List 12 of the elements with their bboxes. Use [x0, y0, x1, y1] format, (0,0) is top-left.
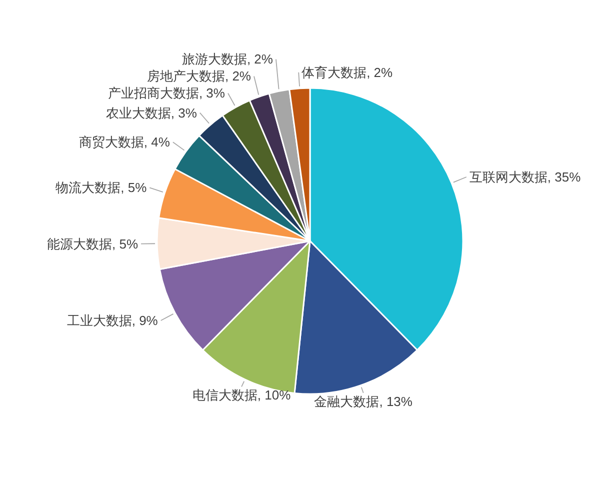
data-label: 房地产大数据, 2%: [146, 68, 251, 84]
data-label: 旅游大数据, 2%: [182, 52, 273, 67]
data-label: 农业大数据, 3%: [106, 105, 197, 120]
data-label: 能源大数据, 5%: [47, 236, 138, 252]
data-label: 电信大数据, 10%: [192, 388, 291, 403]
data-label: 物流大数据, 5%: [56, 180, 147, 196]
data-label: 工业大数据, 9%: [66, 313, 158, 328]
data-label: 互联网大数据, 35%: [469, 169, 581, 184]
data-label: 产业招商大数据, 3%: [108, 86, 225, 101]
data-label: 商贸大数据, 4%: [78, 134, 170, 150]
data-label: 体育大数据, 2%: [302, 64, 393, 80]
data-label: 金融大数据, 13%: [314, 394, 412, 409]
